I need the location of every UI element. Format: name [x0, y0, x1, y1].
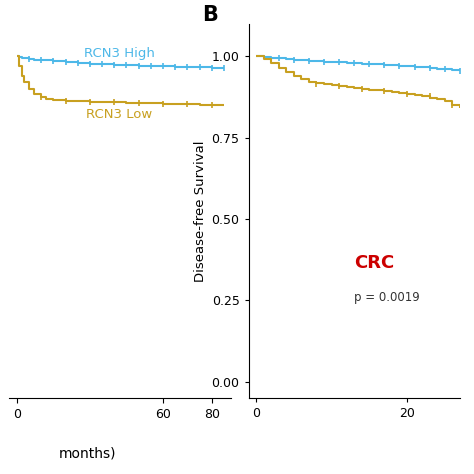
Text: months): months): [58, 447, 116, 461]
Text: B: B: [202, 5, 218, 25]
Text: RCN3 High: RCN3 High: [84, 46, 155, 60]
Text: RCN3 Low: RCN3 Low: [86, 109, 152, 121]
Text: p = 0.0019: p = 0.0019: [354, 291, 420, 303]
Text: CRC: CRC: [354, 255, 394, 273]
Y-axis label: Disease-free Survival: Disease-free Survival: [194, 140, 208, 282]
